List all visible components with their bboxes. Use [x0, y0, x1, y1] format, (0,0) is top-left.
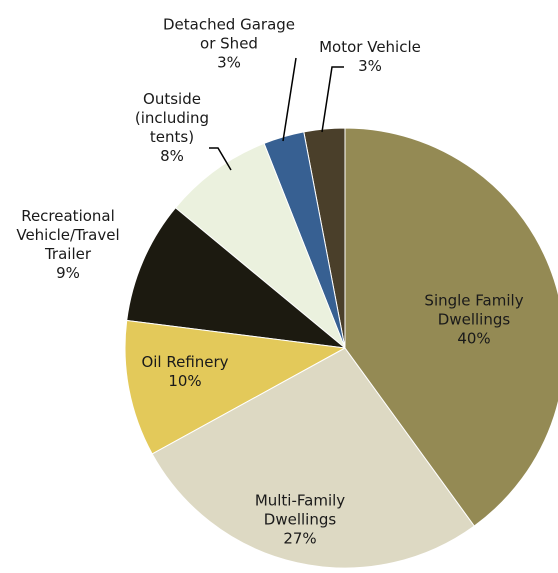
pie-slice	[174, 142, 346, 349]
category-name: Recreational Vehicle/Travel Trailer	[16, 207, 120, 263]
slice-label: Oil Refinery 10%	[125, 353, 245, 391]
slice-label: Recreational Vehicle/Travel Trailer 9%	[12, 207, 124, 283]
value-label: 10%	[168, 372, 202, 390]
category-name: Motor Vehicle	[319, 38, 421, 56]
category-name: Detached Garage or Shed	[162, 15, 296, 53]
slice-label: Motor Vehicle 3%	[305, 38, 435, 76]
value-label: 9%	[56, 264, 80, 282]
slice-label: Outside (including tents) 8%	[130, 90, 215, 166]
value-label: 3%	[217, 53, 241, 72]
value-label: 3%	[358, 57, 382, 75]
value-label: 40%	[457, 329, 491, 348]
value-label: 8%	[160, 147, 184, 165]
category-name: Single Family Dwellings	[424, 291, 524, 329]
leader-line	[321, 66, 344, 133]
pie-slice	[124, 319, 347, 455]
pie-slice	[151, 347, 476, 569]
leader-line	[282, 57, 297, 142]
category-name: Multi-Family Dwellings	[254, 491, 346, 529]
leader-line	[209, 147, 232, 171]
value-label: 27%	[283, 529, 317, 548]
slice-label: Multi-Family Dwellings 27%	[243, 492, 358, 549]
slice-label: Single Family Dwellings 40%	[412, 292, 537, 349]
category-name: Outside (including tents)	[134, 90, 210, 146]
pie-slice	[344, 127, 558, 527]
category-name: Oil Refinery	[141, 353, 229, 371]
pie-slice	[126, 207, 347, 349]
slice-label: Detached Garage or Shed 3%	[159, 16, 299, 73]
